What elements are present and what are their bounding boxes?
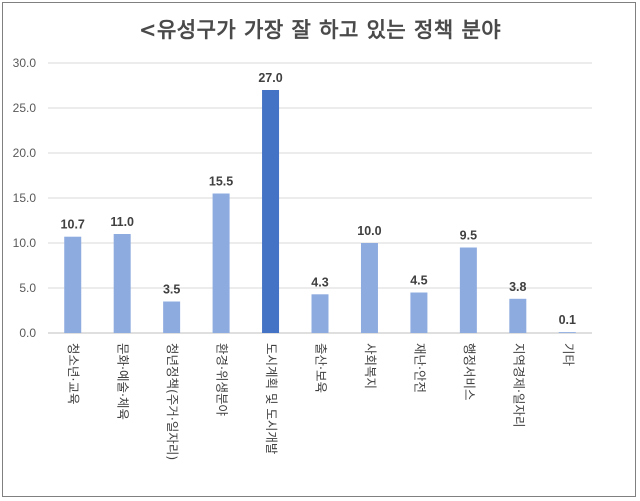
data-label: 4.3	[311, 275, 328, 289]
y-tick-label: 10.0	[13, 236, 37, 250]
bar	[558, 332, 576, 333]
data-label: 10.7	[61, 218, 85, 232]
data-label: 3.5	[163, 283, 180, 297]
bar	[64, 236, 82, 333]
y-tick-label: 0.0	[19, 326, 36, 340]
data-label: 9.5	[460, 229, 477, 243]
bar	[212, 193, 230, 333]
category-label: 기타	[561, 343, 576, 367]
data-label: 11.0	[110, 215, 134, 229]
bar	[459, 247, 477, 333]
category-label: 청소년·교육	[66, 343, 81, 404]
data-label: 4.5	[410, 274, 427, 288]
category-label: 사회복지	[363, 343, 378, 389]
category-label: 출산·보육	[314, 343, 329, 393]
bar	[360, 243, 378, 333]
data-label: 3.8	[509, 280, 526, 294]
y-tick-label: 5.0	[19, 281, 36, 295]
bar	[410, 292, 428, 333]
category-label: 청년정책(주거·일자리)	[165, 343, 180, 460]
y-tick-label: 25.0	[13, 101, 37, 115]
data-label: 10.0	[357, 224, 381, 238]
category-label: 재난·안전	[412, 343, 427, 393]
category-label: 문화·예술·체육	[116, 343, 131, 420]
y-tick-label: 20.0	[13, 146, 37, 160]
data-label: 15.5	[209, 175, 233, 189]
category-label: 지역경제·일자리	[511, 343, 526, 427]
category-label: 환경·위생분야	[215, 343, 230, 416]
y-tick-label: 15.0	[13, 191, 37, 205]
chart-title: <유성구가 가장 잘 하고 있는 정책 분야	[138, 18, 502, 42]
data-label: 0.1	[559, 313, 576, 327]
y-tick-label: 30.0	[13, 56, 37, 70]
category-label: 도시계획 및 도시개발	[264, 343, 279, 455]
bar	[113, 234, 131, 333]
bar	[262, 90, 280, 333]
bar	[509, 298, 527, 333]
bar	[163, 301, 181, 333]
data-label: 27.0	[258, 71, 282, 85]
bar	[311, 294, 329, 333]
category-label: 행정서비스	[462, 343, 477, 401]
chart-frame	[2, 2, 636, 497]
